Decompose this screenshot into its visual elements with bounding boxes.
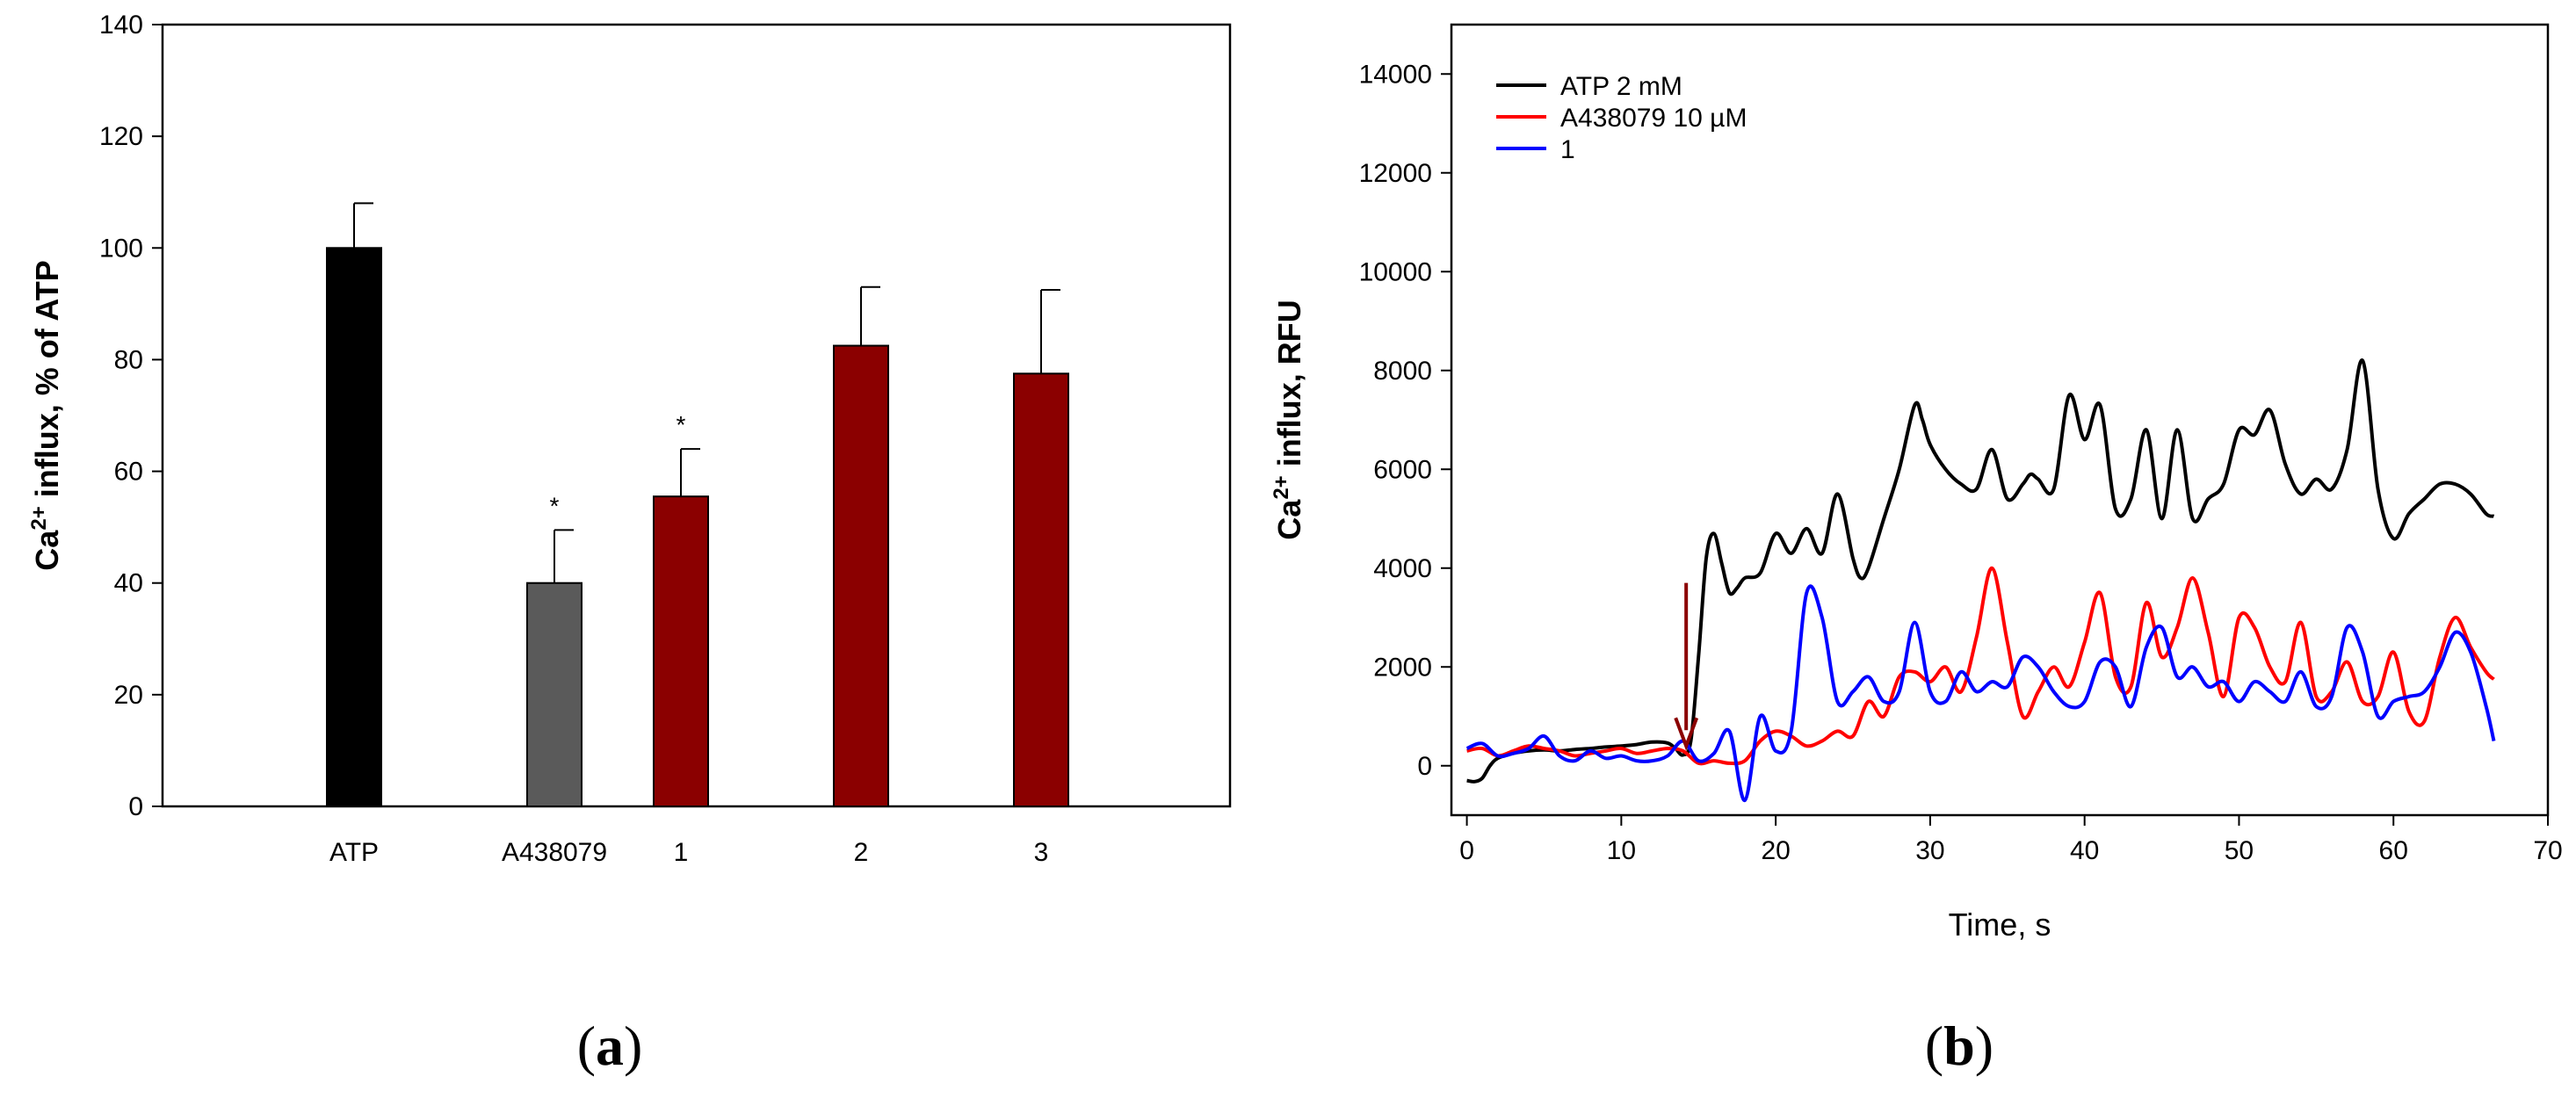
significance-mark-2: * <box>677 411 686 438</box>
panel-b-label-close: ) <box>1975 1015 1994 1077</box>
panel-b-label: (b) <box>1925 1015 1994 1077</box>
y-tick-label-0: 0 <box>1417 752 1432 781</box>
panel-a-ylabel-sup: 2+ <box>27 506 51 530</box>
bar-4 <box>1013 372 1069 807</box>
panel-b-y-axis-title: Ca2+ influx, RFU <box>1270 300 1307 539</box>
x-tick-label-5: 50 <box>2225 836 2254 865</box>
x-tick-label-1: 10 <box>1607 836 1636 865</box>
bar-2 <box>653 495 709 808</box>
panel-a-x-tick-labels: ATP A438079 1 2 3 <box>329 838 1048 867</box>
y-tick-label-0: 0 <box>128 792 143 821</box>
x-tick-label-2: 1 <box>674 838 689 867</box>
x-tick-label-4: 40 <box>2070 836 2099 865</box>
significance-mark-1: * <box>550 492 560 519</box>
panel-a-y-ticks: 0 20 40 60 80 100 120 140 <box>99 11 163 821</box>
y-tick-label-7: 14000 <box>1359 60 1432 89</box>
legend-label-2: 1 <box>1560 135 1575 164</box>
panel-b-stimulus-arrow <box>1674 582 1699 751</box>
panel-b-series-lines <box>1465 358 2496 803</box>
panel-a-ylabel-prefix: Ca <box>29 530 65 571</box>
panel-a-label-close: ) <box>624 1015 642 1077</box>
x-tick-label-1: A438079 <box>502 838 607 867</box>
y-tick-label-3: 6000 <box>1373 455 1432 484</box>
series-line-1 <box>1466 566 2495 766</box>
bar-1 <box>526 582 582 808</box>
x-tick-label-2: 20 <box>1761 836 1790 865</box>
panel-a-label-letter: a <box>596 1015 624 1077</box>
panel-a-ylabel-suffix: influx, % of ATP <box>29 260 65 506</box>
bar-0 <box>326 247 382 807</box>
y-tick-label-5: 10000 <box>1359 257 1432 286</box>
panel-a-significance-marks: ** <box>550 411 686 519</box>
x-tick-label-6: 60 <box>2379 836 2408 865</box>
legend-label-1: A438079 10 µM <box>1560 104 1747 133</box>
x-tick-label-0: 0 <box>1459 836 1474 865</box>
y-tick-label-4: 80 <box>114 345 143 374</box>
arrow-head <box>1674 717 1699 751</box>
panel-a-label: (a) <box>577 1015 643 1077</box>
panel-b-y-ticks: 0 2000 4000 6000 8000 10000 12000 14000 <box>1359 60 1451 781</box>
panel-a-error-bars <box>353 202 1060 583</box>
y-tick-label-5: 100 <box>99 234 143 263</box>
y-tick-label-3: 60 <box>114 458 143 487</box>
y-tick-label-1: 20 <box>114 681 143 710</box>
panel-a-bars <box>326 247 1069 808</box>
y-tick-label-2: 40 <box>114 569 143 598</box>
panel-b-legend: ATP 2 mM A438079 10 µM1 <box>1496 72 1747 164</box>
y-tick-label-6: 12000 <box>1359 159 1432 188</box>
x-tick-label-0: ATP <box>329 838 379 867</box>
panel-b-plot-frame <box>1450 23 2550 817</box>
x-tick-label-3: 30 <box>1915 836 1944 865</box>
bar-3 <box>833 344 889 807</box>
y-tick-label-2: 4000 <box>1373 554 1432 583</box>
series-line-0 <box>1466 358 2495 784</box>
x-tick-label-4: 3 <box>1034 838 1049 867</box>
panel-b-ylabel-suffix: influx, RFU <box>1271 300 1307 475</box>
panel-b-x-axis-title: Time, s <box>1949 907 2051 943</box>
y-tick-label-6: 120 <box>99 122 143 151</box>
panel-b-ylabel-prefix: Ca <box>1271 499 1307 540</box>
panel-b-label-letter: b <box>1943 1015 1975 1077</box>
legend-label-0: ATP 2 mM <box>1560 72 1682 101</box>
panel-a-y-axis-title: Ca2+ influx, % of ATP <box>27 260 65 570</box>
panel-a-label-open: ( <box>577 1015 596 1077</box>
y-tick-label-4: 8000 <box>1373 357 1432 386</box>
panel-b-ylabel-sup: 2+ <box>1270 475 1293 499</box>
x-tick-label-7: 70 <box>2533 836 2562 865</box>
x-tick-label-3: 2 <box>854 838 869 867</box>
y-tick-label-7: 140 <box>99 11 143 40</box>
y-tick-label-1: 2000 <box>1373 653 1432 682</box>
series-line-2 <box>1465 584 2496 803</box>
panel-b-label-open: ( <box>1925 1015 1943 1077</box>
panel-b-x-ticks: 0 10 20 30 40 50 60 70 <box>1459 815 2563 865</box>
panel-b-line-chart: 0 2000 4000 6000 8000 10000 12000 14000 0 10 20 30… <box>1270 23 2563 943</box>
